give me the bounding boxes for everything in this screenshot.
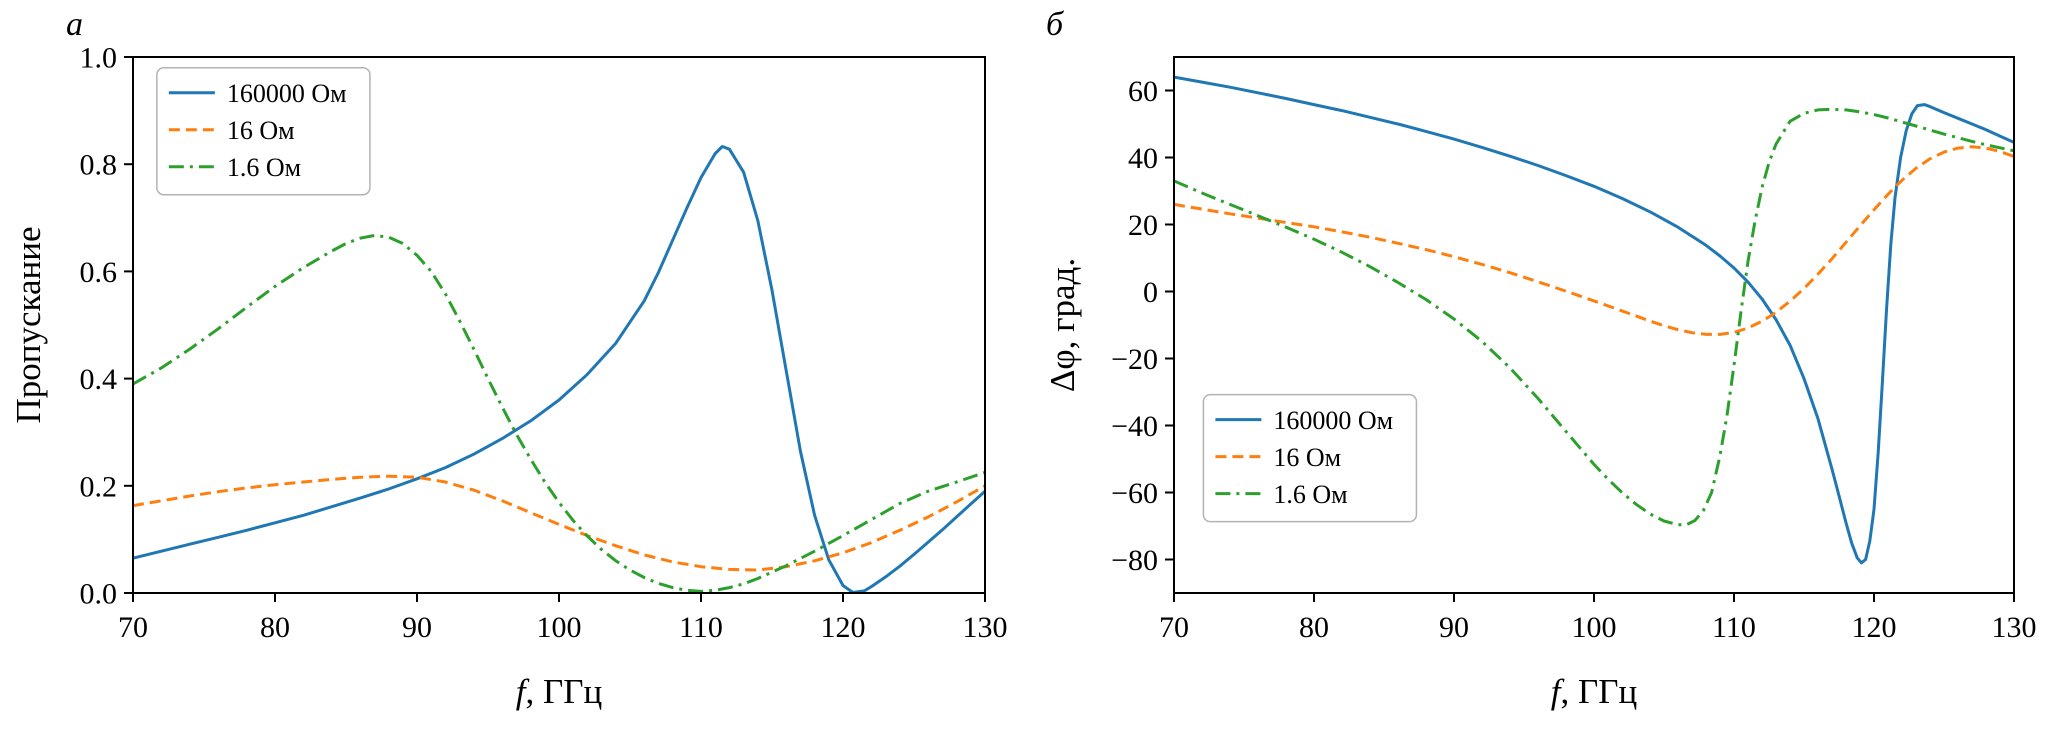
x-axis-label: f, ГГц — [1551, 672, 1637, 711]
legend-box — [156, 66, 371, 196]
x-tick-label: 70 — [118, 611, 148, 644]
x-tick-label: 80 — [260, 611, 290, 644]
y-tick-label: 60 — [1128, 75, 1158, 108]
chart-panel-a: 70 80 90 100 110 120 130 0.0 0.2 0.4 0.6 0.8 1.0 f, Г… — [9, 42, 1008, 712]
x-tick-label: 130 — [1992, 611, 2037, 644]
legend-entry-label-1: 16 Ом — [1273, 443, 1341, 472]
y-tick-label: 1.0 — [80, 42, 118, 75]
plot-frame — [132, 56, 986, 594]
legend-entry-label-2: 1.6 Ом — [1273, 480, 1347, 509]
x-tick-label: 90 — [1439, 611, 1469, 644]
legend-entry-label-1: 16 Ом — [227, 116, 295, 145]
y-tick-label: −20 — [1111, 343, 1158, 376]
x-tick-label: 80 — [1299, 611, 1329, 644]
x-tick-label: 110 — [679, 611, 723, 644]
panel-label-a: а — [66, 6, 83, 43]
y-axis-label: Пропускание — [9, 226, 48, 423]
series-group — [1174, 75, 2014, 565]
legend-entry-label-0: 160000 Ом — [227, 79, 347, 108]
series-line-1 — [1174, 145, 2014, 336]
legend: 160000 Ом 16 Ом 1.6 Ом — [156, 66, 371, 196]
x-tick-label: 70 — [1159, 611, 1189, 644]
x-axis-label: f, ГГц — [516, 672, 602, 711]
panel-label-b: б — [1046, 6, 1064, 43]
y-tick-label: 0 — [1143, 276, 1158, 309]
series-line-0 — [133, 145, 985, 593]
legend-entry-label-2: 1.6 Ом — [227, 153, 301, 182]
y-tick-label: −80 — [1111, 544, 1158, 577]
series-line-1 — [133, 474, 985, 572]
y-tick-label: −60 — [1111, 477, 1158, 510]
series-line-2 — [133, 234, 985, 593]
x-tick-label: 120 — [821, 611, 866, 644]
legend-box — [1202, 393, 1418, 523]
y-tick-label: 0.2 — [80, 470, 118, 503]
y-tick-label: 40 — [1128, 142, 1158, 175]
y-tick-label: 0.4 — [80, 363, 118, 396]
series-line-2 — [1174, 107, 2014, 527]
chart-panel-b: 70 80 90 100 110 120 130 −80 −60 −40 −20 0 20 40 60 f, … — [1043, 56, 2037, 711]
y-axis-label: Δφ, град. — [1043, 258, 1082, 392]
series-line-0 — [1174, 75, 2014, 565]
y-tick-label: 0.0 — [80, 578, 118, 611]
x-tick-label: 110 — [1712, 611, 1756, 644]
series-group — [133, 145, 985, 593]
x-tick-label: 120 — [1852, 611, 1897, 644]
ticks: 70 80 90 100 110 120 130 0.0 0.2 0.4 0.6 0.8 1.0 — [80, 42, 1008, 645]
y-tick-label: 0.6 — [80, 256, 118, 289]
y-tick-label: 0.8 — [80, 149, 118, 182]
x-tick-label: 100 — [537, 611, 582, 644]
x-tick-label: 100 — [1572, 611, 1617, 644]
y-tick-label: −40 — [1111, 410, 1158, 443]
legend: 160000 Ом 16 Ом 1.6 Ом — [1202, 393, 1418, 523]
y-tick-label: 20 — [1128, 209, 1158, 242]
legend-entry-label-0: 160000 Ом — [1273, 406, 1393, 435]
plot-frame — [1173, 56, 2015, 594]
x-tick-label: 90 — [402, 611, 432, 644]
x-tick-label: 130 — [963, 611, 1008, 644]
ticks: 70 80 90 100 110 120 130 −80 −60 −40 −20 0 20 40 60 — [1111, 75, 2036, 644]
